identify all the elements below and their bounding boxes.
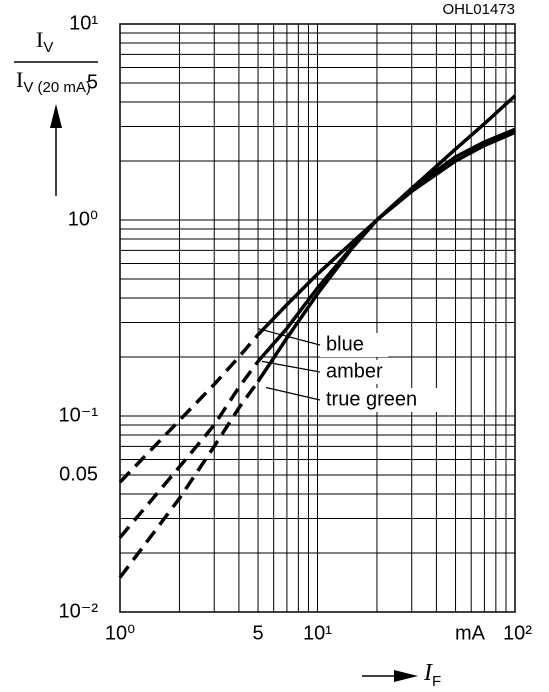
x-tick-label: 10² [503,622,532,644]
series-label: true green [326,388,417,410]
series-line-dashed [118,333,260,484]
series-label: blue [326,333,364,355]
label-background [320,388,438,412]
series-line-dashed [118,360,260,539]
y-tick-label: 10¹ [69,12,98,34]
series-label: amber [326,360,383,382]
x-arrow-head [394,670,418,682]
series-line [256,94,517,336]
x-tick-label: 10¹ [303,622,332,644]
x-tick-label: 10⁰ [105,622,135,644]
y-tick-label: 10⁻¹ [59,404,99,426]
y-arrow-head [50,104,62,128]
x-label: IF [423,660,441,690]
series-line [256,127,516,383]
chart-code: OHL01473 [442,1,515,18]
x-unit: mA [455,622,486,644]
plot-frame [119,23,516,613]
y-tick-label: 10⁰ [68,208,98,230]
series-line-dashed [118,380,260,579]
y-label-numerator: IV [36,27,53,56]
y-tick-label: 10⁻² [59,600,99,622]
y-tick-label: 5 [87,71,98,93]
y-tick-label: 0.05 [59,463,98,485]
x-tick-label: 5 [252,622,263,644]
y-label-denominator: IV (20 mA) [16,67,91,96]
leader-line [265,386,321,401]
label-background [320,333,388,357]
label-background [320,360,388,384]
